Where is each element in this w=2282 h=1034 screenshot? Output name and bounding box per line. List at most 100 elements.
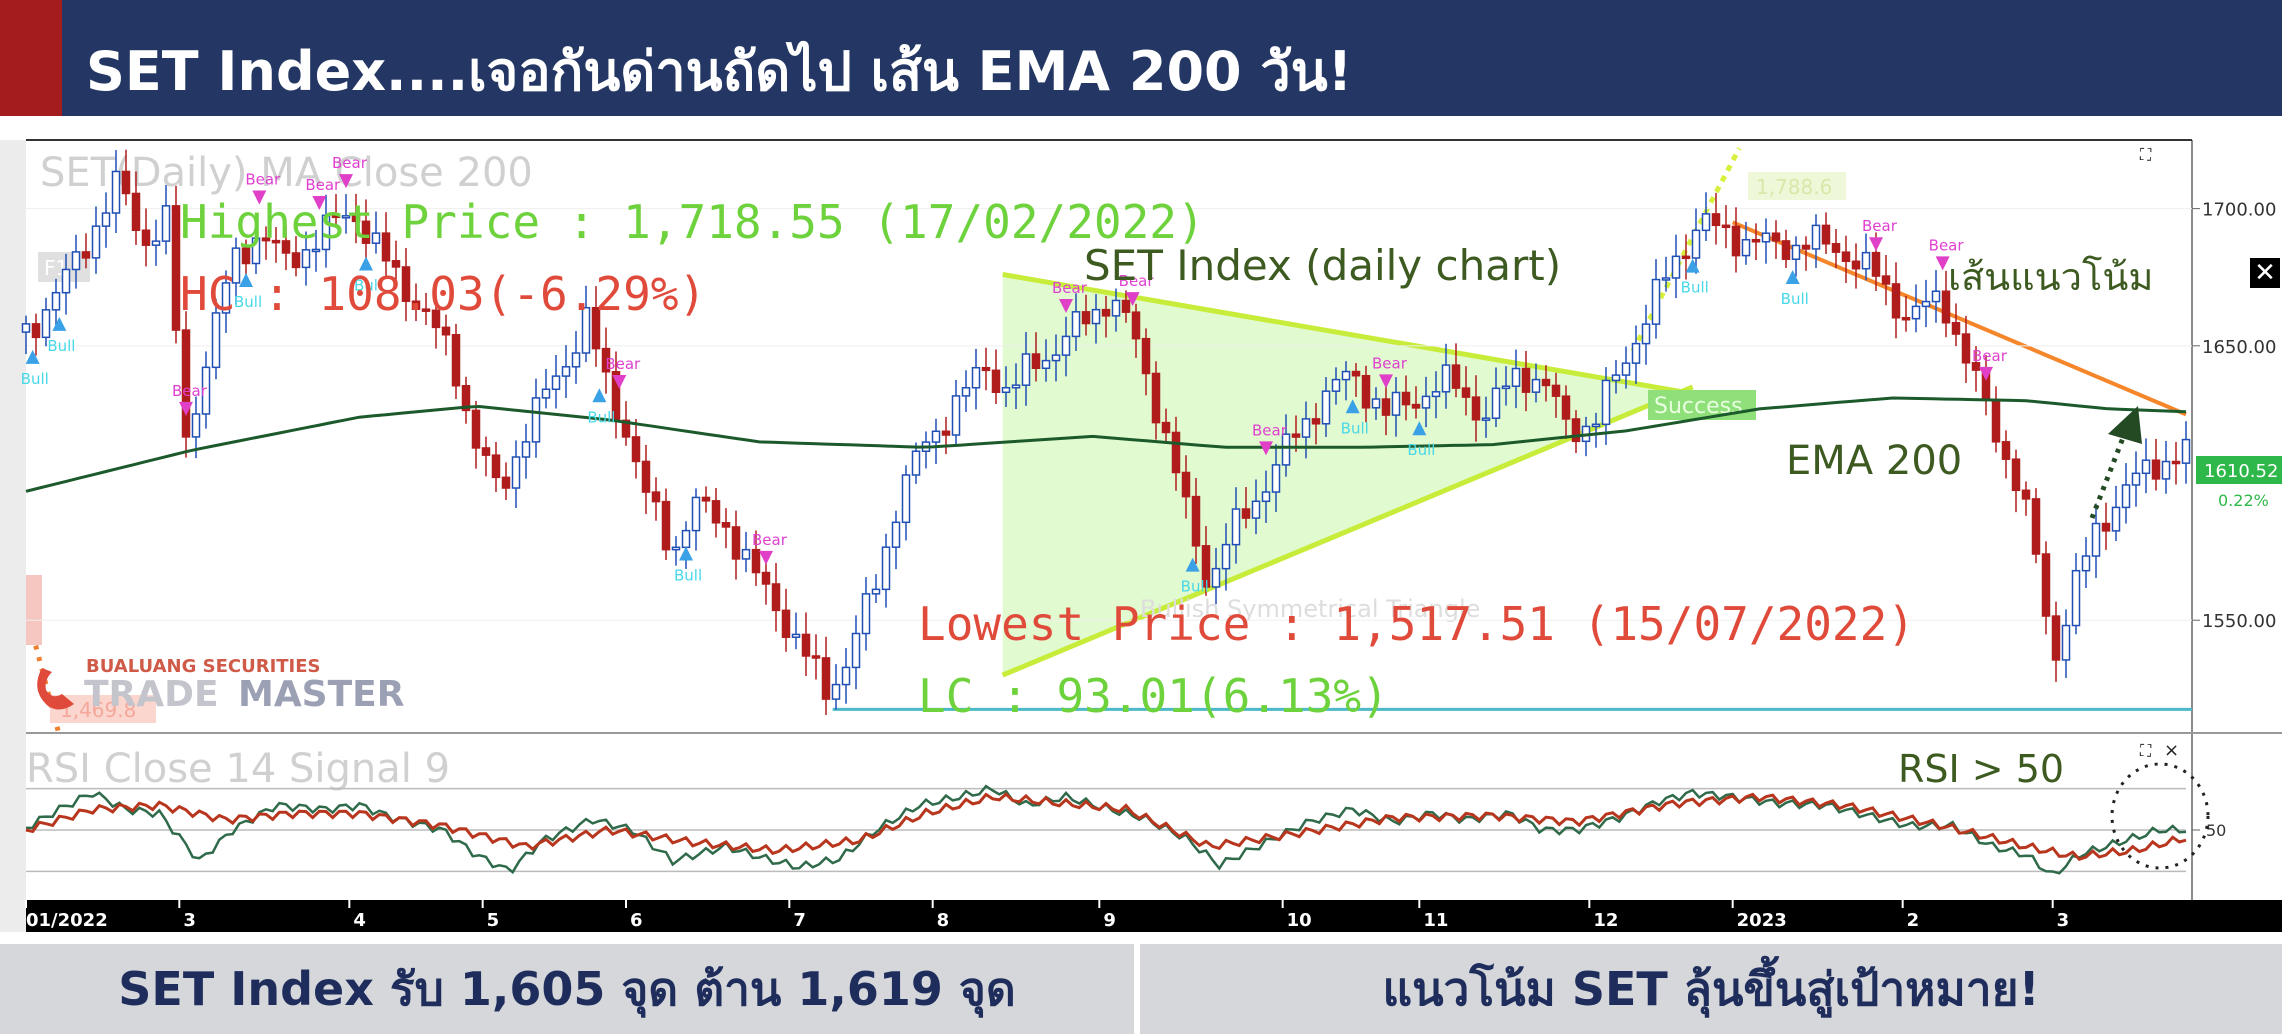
candle-body	[1191, 495, 1201, 547]
candle-body	[991, 369, 1001, 394]
last-price-tag-bg	[2196, 456, 2282, 484]
candle-body	[2051, 615, 2061, 661]
candle-body	[1561, 395, 1571, 420]
candle-body	[1331, 378, 1341, 392]
bull-label: Bull	[1181, 578, 1209, 596]
rsi-close-icon[interactable]: ×	[2164, 740, 2179, 761]
candle-body	[771, 583, 781, 612]
candle-body	[2121, 484, 2131, 509]
bear-arrow	[759, 550, 773, 565]
candle-body	[1641, 323, 1651, 345]
candle-body	[761, 571, 771, 585]
candle-body	[31, 323, 41, 339]
candle-body	[1931, 290, 1941, 303]
bull-arrow	[1185, 557, 1200, 572]
candle-body	[1011, 384, 1021, 389]
target-tag-bg	[1748, 172, 1846, 200]
candle-body	[531, 397, 541, 443]
candle-body	[1421, 395, 1431, 409]
candle-body	[2081, 555, 2091, 572]
candle-body	[1021, 353, 1031, 386]
candle-body	[361, 220, 371, 244]
candle-body	[91, 225, 101, 259]
candle-body	[641, 460, 651, 493]
bull-arrow	[592, 388, 607, 403]
candle-body	[1471, 396, 1481, 421]
candle-body	[1521, 367, 1531, 393]
candle-body	[901, 474, 911, 524]
candle-body	[241, 247, 251, 265]
bear-arrow	[179, 401, 193, 416]
time-tick-label: 4	[353, 910, 366, 931]
bear-label: Bear	[1372, 354, 1408, 372]
bull-label: Bull	[354, 277, 382, 295]
candle-body	[1311, 418, 1321, 425]
candle-body	[1671, 255, 1681, 279]
candle-body	[2021, 489, 2031, 500]
candle-body	[2131, 472, 2141, 486]
candle-body	[221, 282, 231, 314]
candle-body	[1761, 232, 1771, 243]
expand-icon[interactable]: ⛶	[2140, 145, 2152, 164]
candle-body	[301, 249, 311, 269]
candle-body	[821, 657, 831, 700]
time-tick-label: 11	[1423, 910, 1448, 931]
candle-body	[841, 666, 851, 686]
candle-body	[101, 212, 111, 227]
candle-body	[541, 388, 551, 399]
candle-body	[341, 215, 351, 219]
candle-body	[1591, 423, 1601, 428]
candle-body	[671, 546, 681, 551]
candle-body	[1951, 322, 1961, 335]
bull-label: Bull	[47, 337, 75, 355]
lowest-price-annotation: Lowest Price : 1,517.51 (15/07/2022)	[918, 597, 1915, 651]
candle-body	[961, 387, 971, 397]
price-tick-label: 1700.00	[2202, 200, 2276, 221]
svg-text:BUALUANG SECURITIES: BUALUANG SECURITIES	[86, 656, 321, 677]
time-tick-label: 12	[1593, 910, 1618, 931]
candle-body	[1281, 433, 1291, 466]
candle-body	[1101, 308, 1111, 317]
candle-body	[441, 326, 451, 336]
bull-arrow	[1412, 421, 1427, 436]
candle-body	[711, 500, 721, 524]
rsi-annotation: RSI > 50	[1898, 747, 2064, 791]
bull-label: Bull	[1681, 279, 1709, 297]
svg-text:MASTER: MASTER	[238, 674, 404, 715]
candle-body	[261, 237, 271, 242]
candle-body	[1601, 379, 1611, 426]
hc-annotation: HC : 108.03(-6.29%)	[180, 267, 706, 321]
bear-label: Bear	[605, 355, 641, 373]
candle-body	[1901, 316, 1911, 321]
candle-body	[61, 268, 71, 294]
candle-body	[691, 496, 701, 532]
candle-body	[2111, 506, 2121, 532]
close-panel-button[interactable]: ✕	[2250, 258, 2280, 288]
candle-body	[251, 237, 261, 265]
bull-label: Bull	[1407, 441, 1435, 459]
price-tick-label: 1650.00	[2202, 337, 2276, 358]
candle-body	[471, 409, 481, 449]
candle-body	[51, 291, 61, 311]
time-tick-label: 5	[487, 910, 500, 931]
candle-body	[321, 214, 331, 251]
footer-right-text: แนวโน้ม SET ลุ้นขึ้นสู่เป้าหมาย!	[1382, 961, 2040, 1016]
candle-body	[651, 491, 661, 503]
trendline-annotation: เส้นแนวโน้ม	[1948, 255, 2153, 299]
signal-markers: Bull Bull Bull Bull Bull Bull Bull Bull Bull Bull…	[21, 154, 2008, 596]
candle-body	[1721, 224, 1731, 229]
rsi-expand-icon[interactable]: ⛶	[2140, 741, 2152, 760]
time-tick-label: 9	[1103, 910, 1116, 931]
candle-body	[1221, 543, 1231, 570]
bear-label: Bear	[172, 382, 208, 400]
candle-body	[181, 329, 191, 438]
candle-body	[1131, 311, 1141, 340]
time-axis-labels: 01/2022 3 4 5 6 7 8 9 10 11 12 2023 2 3	[25, 900, 2070, 931]
candle-body	[1381, 398, 1391, 416]
candle-body	[461, 385, 471, 412]
candle-body	[661, 500, 671, 551]
candle-body	[681, 529, 691, 549]
candle-body	[1631, 342, 1641, 364]
candle-body	[731, 526, 741, 560]
time-tick-label: 3	[2057, 910, 2070, 931]
